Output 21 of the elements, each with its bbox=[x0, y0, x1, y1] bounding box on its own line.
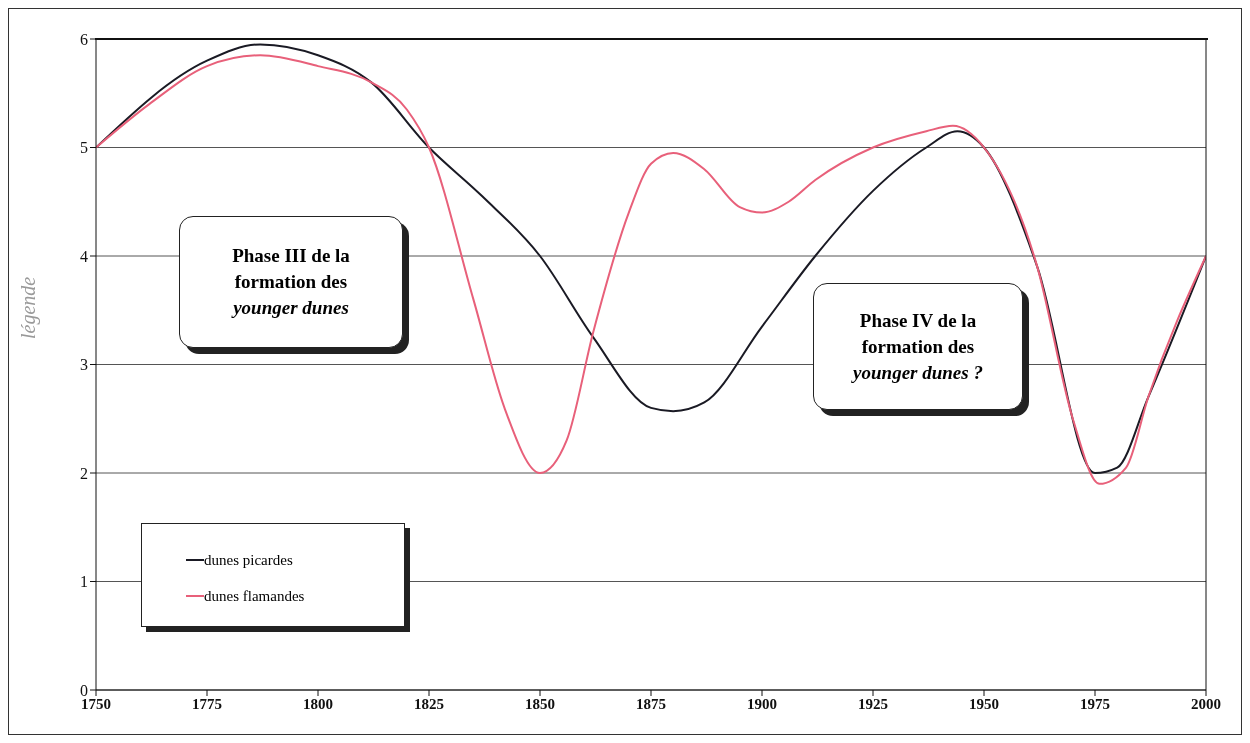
x-tick-label: 2000 bbox=[1191, 695, 1221, 712]
x-tick-label: 1900 bbox=[747, 695, 777, 712]
x-tick-label: 1800 bbox=[303, 695, 333, 712]
x-tick-label: 1850 bbox=[525, 695, 555, 712]
y-tick-label: 5 bbox=[80, 139, 88, 157]
text: légende bbox=[17, 276, 40, 339]
x-tick-label: 1950 bbox=[969, 695, 999, 712]
legend-label: dunes flamandes bbox=[204, 587, 305, 605]
y-tick-label: 2 bbox=[80, 464, 88, 482]
x-tick-label: 1775 bbox=[192, 695, 222, 712]
x-tick-label: 1925 bbox=[858, 695, 888, 712]
y-tick-label: 3 bbox=[80, 356, 88, 374]
x-tick-label: 1975 bbox=[1080, 695, 1110, 712]
annotation: Phase III de la formation des younger dunes bbox=[232, 244, 350, 320]
x-tick-label: 1825 bbox=[414, 695, 444, 712]
y-tick-label: 6 bbox=[80, 30, 88, 48]
legend-label: dunes picardes bbox=[204, 551, 293, 569]
x-tick-label: 1875 bbox=[636, 695, 666, 712]
y-tick-label: 4 bbox=[80, 247, 88, 265]
annotation: Phase IV de la formation des younger dunes ? bbox=[853, 308, 983, 385]
y-tick-label: 1 bbox=[80, 573, 88, 591]
